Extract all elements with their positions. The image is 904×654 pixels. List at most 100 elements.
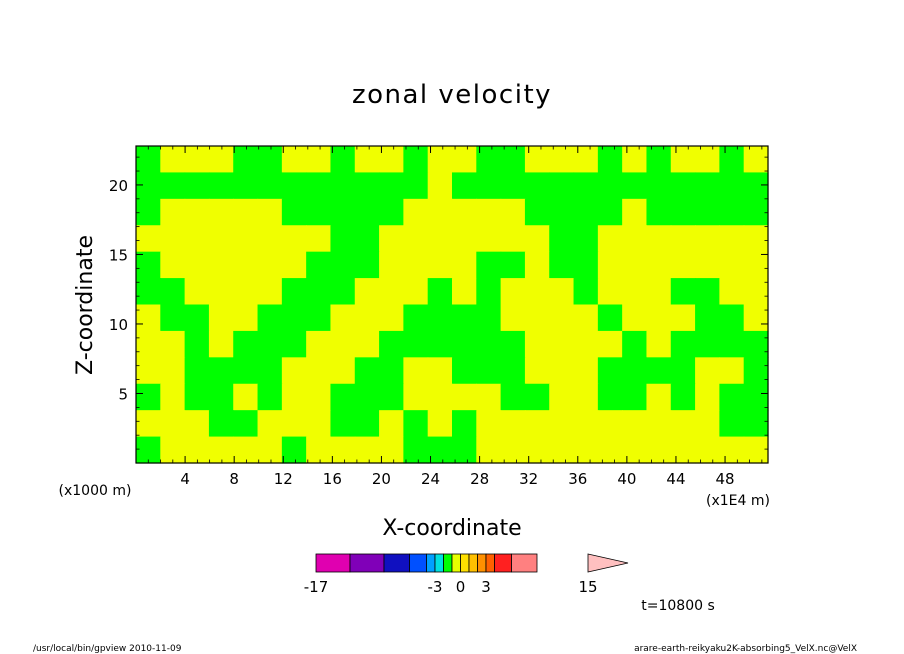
field-cell (306, 357, 332, 385)
field-cell (597, 436, 623, 464)
field-cell (719, 383, 745, 411)
field-cell (233, 225, 259, 253)
field-cell (646, 146, 672, 174)
field-cell (354, 172, 380, 200)
field-cell (257, 410, 283, 438)
field-cell (208, 278, 234, 306)
x-tick-label: 20 (372, 470, 391, 488)
field-cell (233, 410, 259, 438)
field-cell (233, 357, 259, 385)
field-cell (524, 225, 550, 253)
field-cell (500, 304, 526, 332)
field-cell (306, 278, 332, 306)
field-cell (136, 357, 161, 385)
field-cell (208, 330, 234, 358)
y-axis-ticks: 5 10 15 20 (109, 156, 768, 450)
field-cell (427, 225, 453, 253)
field-cell (670, 383, 696, 411)
field-cell (719, 278, 745, 306)
field-cell (184, 278, 210, 306)
field-cell (670, 410, 696, 438)
field-cell (184, 357, 210, 385)
field-cell (281, 357, 307, 385)
field-cell (306, 383, 332, 411)
colorbar-tick-label: 15 (578, 578, 597, 596)
field-cell (281, 410, 307, 438)
field-cell (719, 330, 745, 358)
field-cell (476, 198, 502, 226)
field-cell (695, 225, 720, 253)
field-cell (136, 278, 161, 306)
field-cell (670, 304, 696, 332)
field-cell (695, 172, 720, 200)
field-cell (208, 225, 234, 253)
field-cell (646, 383, 672, 411)
field-cell (160, 198, 186, 226)
field-cell (208, 357, 234, 385)
field-cell (281, 383, 307, 411)
x-tick-label: 40 (617, 470, 636, 488)
field-cell (160, 383, 186, 411)
field-cell (549, 330, 575, 358)
field-cell (281, 436, 307, 464)
field-cell (136, 304, 161, 332)
field-cell (184, 172, 210, 200)
field-cell (524, 172, 550, 200)
field-cell (184, 251, 210, 279)
colorbar-tick-label: 0 (456, 578, 466, 596)
field-cell (330, 172, 356, 200)
field-cell (184, 146, 210, 174)
field-cell (281, 278, 307, 306)
field-cell (524, 278, 550, 306)
field-cell (695, 278, 720, 306)
colorbar-segment (409, 553, 427, 573)
field-cell (136, 225, 161, 253)
field-cell (452, 278, 477, 306)
field-cell (403, 146, 429, 174)
field-cell (379, 225, 404, 253)
field-cell (208, 172, 234, 200)
field-cell (549, 172, 575, 200)
field-cell (208, 436, 234, 464)
field-cell (743, 225, 769, 253)
field-cell (379, 410, 404, 438)
x-tick-label: 4 (180, 470, 190, 488)
field-cell (476, 330, 502, 358)
field-cell (476, 225, 502, 253)
field-cell (403, 357, 429, 385)
field-cell (549, 146, 575, 174)
field-cell (597, 304, 623, 332)
field-cell (160, 278, 186, 306)
field-cell (622, 410, 648, 438)
field-cell (500, 357, 526, 385)
field-cell (160, 410, 186, 438)
field-cell (427, 330, 453, 358)
field-cell (743, 304, 769, 332)
field-cell (573, 198, 599, 226)
field-cell (549, 383, 575, 411)
colorbar-segment (426, 553, 436, 573)
field-cell (476, 146, 502, 174)
field-cell (573, 330, 599, 358)
field-cell (281, 198, 307, 226)
field-cell (379, 304, 404, 332)
field-cell (354, 410, 380, 438)
field-cell (257, 225, 283, 253)
field-cell (160, 357, 186, 385)
field-cell (136, 410, 161, 438)
field-cell (695, 251, 720, 279)
field-cell (136, 251, 161, 279)
field-cell (452, 304, 477, 332)
field-cell (136, 436, 161, 464)
y-unit-note: (x1000 m) (59, 483, 132, 499)
field-cell (573, 357, 599, 385)
field-cell (452, 436, 477, 464)
field-cell (379, 146, 404, 174)
field-cell (452, 330, 477, 358)
field-cell (233, 330, 259, 358)
field-cell (622, 225, 648, 253)
field-cell (257, 172, 283, 200)
field-cell (597, 251, 623, 279)
field-cell (573, 225, 599, 253)
